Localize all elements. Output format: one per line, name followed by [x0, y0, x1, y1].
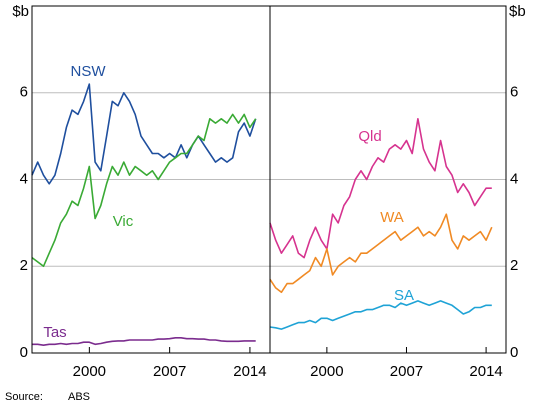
y-tick-label: 6 [510, 84, 518, 101]
series-label: Vic [113, 213, 134, 230]
series-line [269, 118, 492, 259]
series-label: NSW [71, 63, 107, 80]
x-tick-label: 2014 [233, 363, 266, 380]
x-tick-label: 2000 [310, 363, 343, 380]
series-label: Qld [358, 128, 381, 145]
series-label: WA [380, 209, 404, 226]
x-tick-label: 2014 [469, 363, 502, 380]
series-line [269, 213, 493, 294]
y-tick-label: 4 [20, 170, 28, 187]
y-tick-label: 0 [510, 344, 518, 361]
panel-frame [269, 5, 507, 354]
series-line [31, 83, 257, 185]
y-unit: $b [12, 3, 29, 20]
series-line [31, 113, 257, 268]
y-tick-label: 6 [20, 84, 28, 101]
series-label: SA [394, 287, 414, 304]
series-label: Tas [43, 324, 66, 341]
series-line [269, 300, 492, 330]
source: ABS [68, 391, 90, 403]
x-tick-label: 2000 [73, 363, 106, 380]
source-label: Source: [5, 391, 43, 403]
x-tick-label: 2007 [153, 363, 186, 380]
y-tick-label: 0 [20, 344, 28, 361]
series-line [32, 337, 256, 346]
y-unit: $b [509, 3, 526, 20]
x-tick-label: 2007 [390, 363, 423, 380]
y-tick-label: 2 [20, 257, 28, 274]
y-tick-label: 2 [510, 257, 518, 274]
y-tick-label: 4 [510, 170, 518, 187]
